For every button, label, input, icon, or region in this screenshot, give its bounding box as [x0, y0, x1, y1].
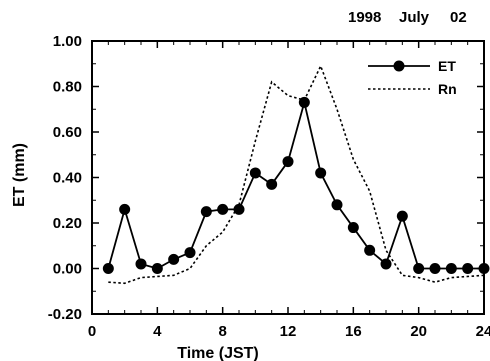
y-axis-label: ET (mm)	[11, 143, 28, 207]
et-data-point	[396, 210, 408, 222]
et-data-point	[380, 258, 392, 270]
et-data-point	[347, 222, 359, 234]
et-data-point	[331, 199, 343, 211]
et-data-point	[445, 263, 457, 274]
et-data-point	[413, 263, 425, 274]
header-day: 02	[450, 9, 467, 26]
et-data-point	[233, 203, 245, 215]
et-data-point	[102, 263, 114, 274]
x-tick-label: 8	[218, 323, 226, 340]
header-year: 1998	[348, 9, 381, 26]
legend-et-marker	[393, 60, 405, 72]
et-data-point	[200, 206, 212, 218]
et-data-point	[168, 253, 180, 265]
y-tick-label: 0.80	[53, 79, 82, 96]
plot-frame	[91, 40, 485, 315]
et-series-line	[107, 102, 484, 270]
et-data-point	[249, 167, 261, 179]
axis-tick-labels: 0 4 8 12 16 20 24 -0.20 0.00 0.20 0.40 0.60 0.80 1.00	[48, 33, 490, 340]
et-data-point	[135, 258, 147, 270]
legend: ET Rn	[368, 58, 457, 97]
axis-ticks	[91, 40, 485, 315]
x-axis-label: Time (JST)	[177, 345, 259, 361]
et-data-point	[462, 263, 474, 274]
legend-rn-label: Rn	[438, 81, 457, 97]
et-data-point	[298, 96, 310, 108]
y-tick-label: 0.40	[53, 170, 82, 187]
et-data-point	[266, 178, 278, 190]
et-data-point	[429, 263, 441, 274]
x-tick-label: 4	[153, 323, 162, 340]
x-tick-label: 0	[88, 323, 96, 340]
y-tick-label: -0.20	[48, 306, 82, 323]
y-tick-label: 0.00	[53, 261, 82, 278]
et-data-point	[364, 244, 376, 256]
x-tick-label: 16	[345, 323, 362, 340]
legend-et-label: ET	[438, 58, 456, 74]
y-tick-label: 1.00	[53, 33, 82, 50]
y-tick-label: 0.60	[53, 124, 82, 141]
y-tick-label: 0.20	[53, 215, 82, 232]
et-data-point	[119, 203, 131, 215]
series-layer	[102, 63, 490, 285]
et-data-point	[315, 167, 327, 179]
x-tick-label: 24	[476, 323, 490, 340]
et-data-point	[478, 263, 490, 274]
et-data-point	[282, 156, 294, 168]
et-data-point	[184, 247, 196, 259]
x-tick-label: 20	[410, 323, 427, 340]
et-data-point	[217, 203, 229, 215]
header-month: July	[399, 9, 430, 26]
et-data-point	[151, 263, 163, 274]
plot-border	[91, 40, 485, 315]
rn-series-line	[108, 63, 485, 285]
x-tick-label: 12	[280, 323, 297, 340]
